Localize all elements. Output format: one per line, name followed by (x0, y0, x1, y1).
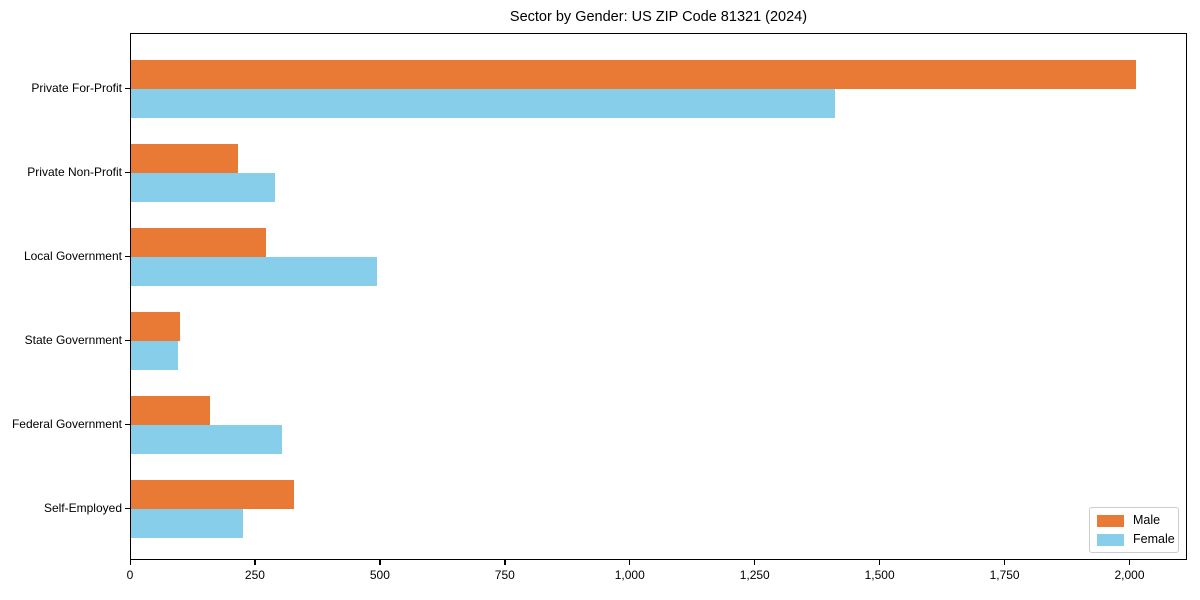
y-tick-mark (125, 423, 130, 425)
bar-male-self-employed (131, 480, 294, 509)
x-tick-mark (879, 560, 881, 565)
bar-female-federal-government (131, 425, 282, 454)
bar-female-private-for-profit (131, 89, 835, 118)
x-tick-label-0: 0 (126, 568, 134, 582)
x-tick-mark (629, 560, 631, 565)
legend-label-female: Female (1133, 532, 1175, 546)
x-tick-label-1500: 1,500 (864, 568, 895, 582)
x-tick-mark (504, 560, 506, 565)
y-tick-label-self-employed: Self-Employed (43, 501, 122, 515)
x-tick-label-750: 750 (494, 568, 515, 582)
y-tick-mark (125, 171, 130, 173)
bar-male-local-government (131, 228, 266, 257)
y-tick-mark (125, 339, 130, 341)
x-tick-label-2000: 2,000 (1114, 568, 1145, 582)
x-tick-label-250: 250 (244, 568, 265, 582)
y-tick-label-federal-government: Federal Government (11, 417, 122, 431)
legend-item-female: Female (1097, 533, 1175, 546)
bar-male-private-non-profit (131, 144, 238, 173)
female-color-swatch (1097, 533, 1124, 546)
bar-female-self-employed (131, 509, 243, 538)
legend-item-male: Male (1097, 514, 1170, 527)
bar-female-local-government (131, 257, 377, 286)
y-tick-label-local-government: Local Government (23, 249, 122, 263)
bar-male-federal-government (131, 396, 210, 425)
x-tick-mark (379, 560, 381, 565)
x-tick-label-500: 500 (369, 568, 390, 582)
y-tick-label-state-government: State Government (24, 333, 122, 347)
plot-area (130, 33, 1187, 560)
y-tick-label-private-for-profit: Private For-Profit (31, 81, 122, 95)
y-tick-mark (125, 87, 130, 89)
y-tick-mark (125, 507, 130, 509)
x-tick-mark (754, 560, 756, 565)
bar-male-state-government (131, 312, 180, 341)
bar-female-private-non-profit (131, 173, 275, 202)
x-tick-mark (129, 560, 131, 565)
x-tick-label-1000: 1,000 (614, 568, 645, 582)
legend-label-male: Male (1133, 513, 1161, 527)
x-tick-mark (254, 560, 256, 565)
chart-title: Sector by Gender: US ZIP Code 81321 (202… (509, 9, 808, 25)
y-tick-label-private-non-profit: Private Non-Profit (27, 165, 122, 179)
x-tick-mark (1129, 560, 1131, 565)
bar-male-private-for-profit (131, 60, 1136, 89)
x-tick-mark (1004, 560, 1006, 565)
x-tick-label-1750: 1,750 (989, 568, 1020, 582)
male-color-swatch (1097, 514, 1124, 527)
x-tick-label-1250: 1,250 (739, 568, 770, 582)
legend: Male Female (1089, 507, 1179, 553)
bar-female-state-government (131, 341, 179, 370)
y-tick-mark (125, 255, 130, 257)
